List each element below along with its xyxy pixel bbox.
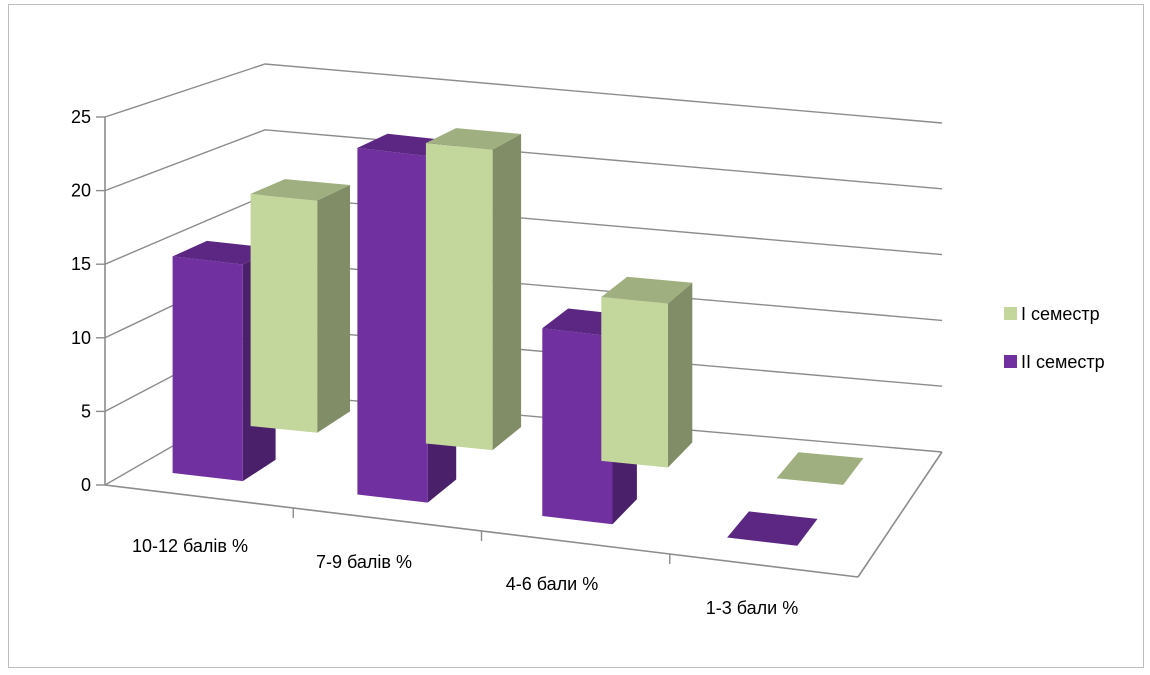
bar-front	[250, 193, 318, 433]
chart-bars	[172, 128, 864, 546]
legend-label: I семестр	[1021, 304, 1100, 324]
bar-top	[425, 128, 522, 150]
bar	[425, 128, 522, 451]
bar-top	[776, 452, 864, 485]
y-tick-label: 25	[71, 107, 91, 127]
y-tick-label: 10	[71, 328, 91, 348]
legend-label: II семестр	[1021, 352, 1105, 372]
bar	[601, 276, 693, 468]
bar-top	[727, 511, 818, 546]
x-category-label: 4-6 бали %	[506, 574, 599, 594]
legend-swatch	[1004, 355, 1017, 368]
bar-front	[425, 143, 493, 451]
y-tick-label: 15	[71, 254, 91, 274]
bar-top	[250, 179, 350, 201]
bar	[727, 511, 818, 546]
gridline	[104, 129, 943, 192]
gridline	[104, 63, 943, 124]
y-tick-label: 0	[81, 475, 91, 495]
bar-side	[667, 282, 693, 468]
bar-front	[172, 256, 243, 482]
bar-front	[542, 328, 613, 525]
y-tick-label: 20	[71, 181, 91, 201]
bar-top	[172, 240, 276, 265]
legend-swatch	[1004, 307, 1017, 320]
bar-side	[317, 185, 350, 433]
bar	[776, 452, 864, 485]
x-category-label: 7-9 балів %	[316, 552, 412, 572]
chart-labels: 0 5 10 15 20 25 10-12 балів % 7-9 балів % 4-6 ба…	[71, 107, 798, 618]
y-tick-label: 5	[81, 401, 91, 421]
bar	[250, 179, 350, 433]
chart-legend: I семестр II семестр	[1004, 304, 1105, 372]
x-category-label: 1-3 бали %	[706, 598, 799, 618]
bar-side	[492, 134, 522, 451]
bar-top	[601, 276, 693, 304]
bar-front	[601, 297, 668, 468]
x-category-label: 10-12 балів %	[132, 536, 248, 556]
bar-front	[357, 147, 428, 503]
floor-right-edge	[857, 451, 943, 578]
